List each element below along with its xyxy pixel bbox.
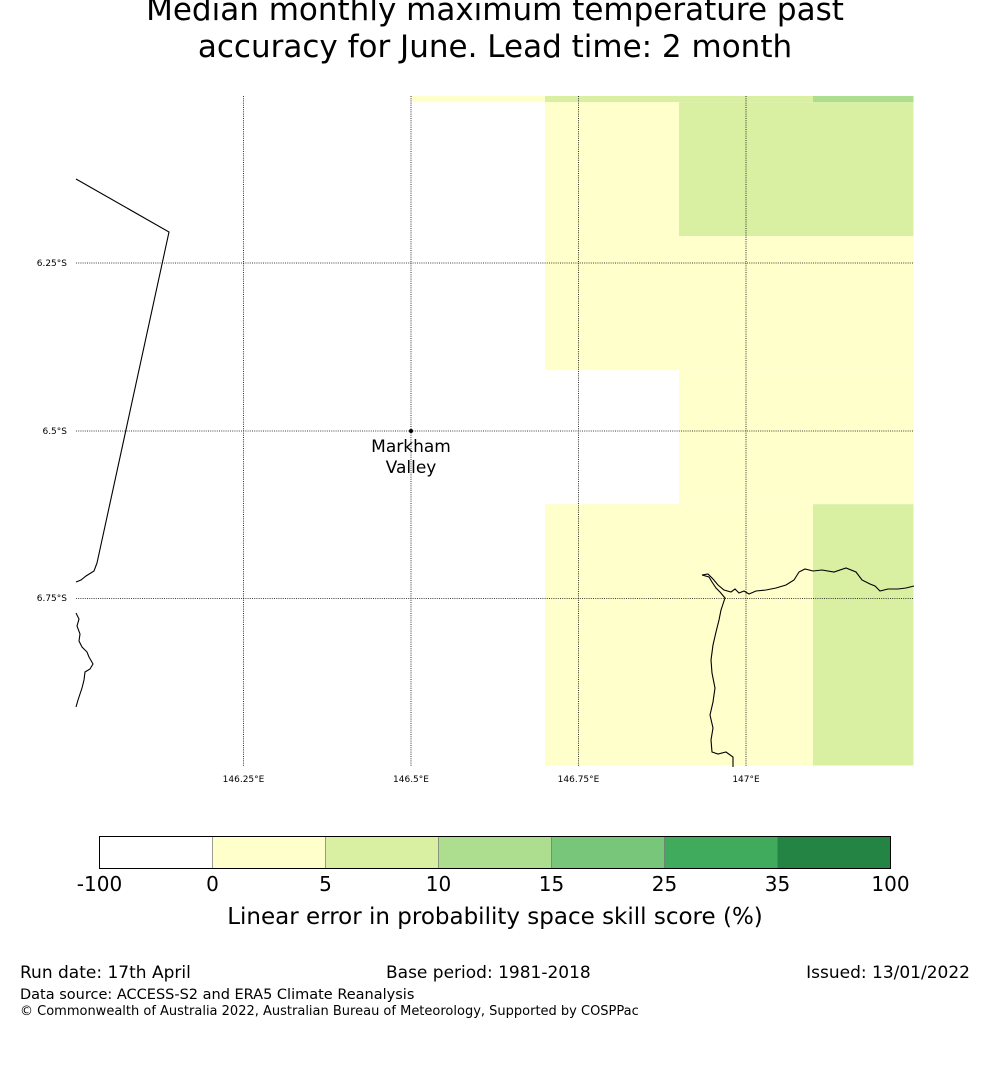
grid-cell-1	[545, 96, 679, 103]
location-marker	[409, 429, 413, 433]
grid-cell-4	[545, 102, 679, 371]
colorbar-bin-3	[438, 836, 552, 869]
grid-cell-9	[813, 504, 914, 766]
colorbar-tick-end: 100	[871, 872, 909, 896]
colorbar: -100 0 5 10 15 25 35 100 Linear error in probab…	[77, 836, 910, 930]
colorbar-bin-1	[212, 836, 326, 869]
location-label-line-2: Valley	[386, 458, 437, 478]
map: Markham Valley 6.25°S 6.5°S 6.75°S 146.2…	[37, 96, 915, 785]
lat-label-6-25: 6.25°S	[37, 259, 68, 269]
copyright: © Commonwealth of Australia 2022, Austra…	[20, 1004, 639, 1019]
grid-cell-0	[411, 96, 545, 103]
colorbar-tick-2: 5	[319, 872, 332, 896]
chart-title-line-2: accuracy for June. Lead time: 2 month	[197, 29, 793, 65]
colorbar-tick-1: 0	[206, 872, 219, 896]
colorbar-tick-4: 15	[539, 872, 564, 896]
chart-title: Median monthly maximum temperature past …	[0, 0, 990, 66]
colorbar-bin-5	[664, 836, 778, 869]
colorbar-tick-6: 35	[765, 872, 790, 896]
lon-label-147: 147°E	[732, 775, 760, 785]
grid-cell-7	[679, 370, 914, 505]
colorbar-frame	[99, 836, 891, 869]
lon-label-146-25: 146.25°E	[223, 775, 265, 785]
coastline-north-east	[701, 567, 915, 595]
colorbar-label: Linear error in probability space skill …	[227, 904, 763, 930]
data-source: Data source: ACCESS-S2 and ERA5 Climate …	[20, 987, 415, 1003]
coastline-west	[75, 612, 94, 708]
colorbar-tick-3: 10	[426, 872, 451, 896]
grid-cell-6	[679, 236, 914, 371]
colorbar-tick-0: -100	[77, 872, 122, 896]
colorbar-bins	[99, 836, 891, 869]
issued-date: Issued: 13/01/2022	[806, 963, 970, 983]
grid-cell-5	[679, 102, 914, 237]
skill-grid	[411, 96, 914, 766]
colorbar-bin-2	[325, 836, 439, 869]
lat-label-6-5: 6.5°S	[42, 427, 67, 437]
colorbar-bin-6	[777, 836, 891, 869]
lon-label-146-75: 146.75°E	[558, 775, 600, 785]
grid-cell-8	[545, 504, 813, 766]
grid-cell-3	[813, 96, 914, 103]
river-coastline-east	[701, 574, 734, 767]
lat-label-6-75: 6.75°S	[37, 594, 68, 604]
location-label-line-1: Markham	[371, 437, 451, 457]
colorbar-tick-labels: -100 0 5 10 15 25 35 100	[77, 872, 910, 896]
coastlines	[75, 178, 915, 767]
gridlines	[76, 96, 914, 767]
run-date: Run date: 17th April	[20, 963, 191, 983]
colorbar-bin-0	[99, 836, 213, 869]
base-period: Base period: 1981-2018	[386, 963, 591, 983]
colorbar-tick-5: 25	[652, 872, 677, 896]
lon-label-146-5: 146.5°E	[393, 775, 429, 785]
boundary-line	[75, 178, 170, 583]
chart-title-line-1: Median monthly maximum temperature past	[146, 0, 844, 28]
colorbar-bin-4	[551, 836, 665, 869]
